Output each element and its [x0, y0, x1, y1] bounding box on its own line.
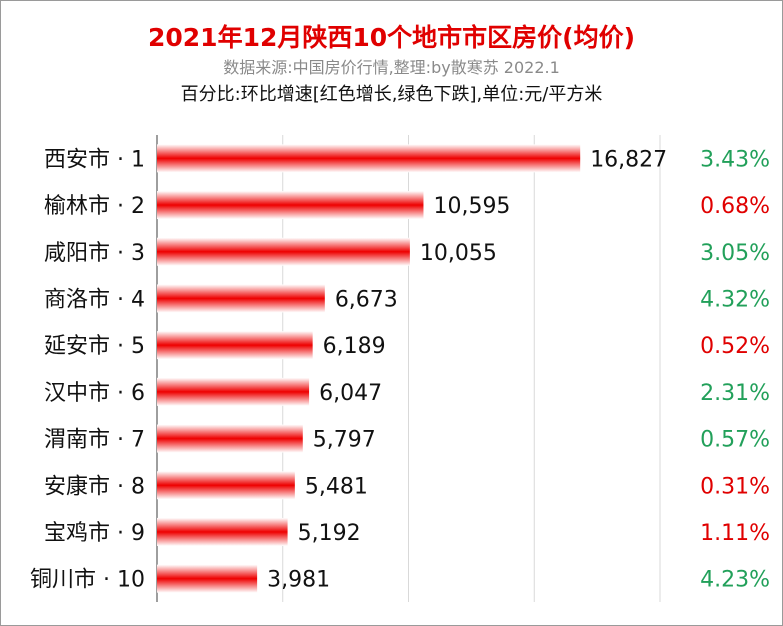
- chart-title: 2021年12月陕西10个地市市区房价(均价): [147, 23, 635, 52]
- change-label: 0.52%: [700, 334, 770, 359]
- value-label: 5,797: [313, 428, 376, 453]
- bar: [157, 564, 258, 593]
- labels: 西安市 · 1 16,827 3.43% 榆林市 · 2 10,595 0.68% 咸阳市 …: [30, 147, 770, 592]
- value-label: 3,981: [267, 568, 330, 593]
- category-label: 榆林市 · 2: [44, 194, 145, 219]
- change-label: 3.43%: [700, 147, 770, 172]
- value-label: 10,055: [420, 241, 497, 266]
- bar: [157, 424, 303, 453]
- bar: [157, 284, 325, 313]
- category-label: 咸阳市 · 3: [44, 241, 145, 266]
- category-label: 渭南市 · 7: [44, 428, 145, 453]
- change-label: 0.57%: [700, 428, 770, 453]
- bar: [157, 517, 288, 546]
- bar: [157, 471, 295, 500]
- change-label: 0.31%: [700, 474, 770, 499]
- chart-note: 百分比:环比增速[红色增长,绿色下跌],单位:元/平方米: [180, 84, 603, 105]
- category-label: 铜川市 · 10: [30, 568, 145, 593]
- bar: [157, 191, 424, 220]
- bar: [157, 377, 310, 406]
- change-label: 1.11%: [700, 521, 770, 546]
- value-label: 5,192: [298, 521, 361, 546]
- category-label: 宝鸡市 · 9: [44, 521, 145, 546]
- bar: [157, 331, 313, 360]
- category-label: 延安市 · 5: [44, 334, 145, 359]
- value-label: 6,673: [335, 287, 398, 312]
- change-label: 3.05%: [700, 241, 770, 266]
- value-label: 5,481: [305, 474, 368, 499]
- bars: [157, 144, 581, 593]
- category-label: 西安市 · 1: [44, 147, 145, 172]
- change-label: 0.68%: [700, 194, 770, 219]
- category-label: 商洛市 · 4: [44, 287, 145, 312]
- value-label: 6,047: [319, 381, 382, 406]
- category-label: 安康市 · 8: [44, 474, 145, 499]
- category-label: 汉中市 · 6: [44, 381, 145, 406]
- value-label: 16,827: [590, 147, 667, 172]
- change-label: 4.32%: [700, 287, 770, 312]
- change-label: 4.23%: [700, 568, 770, 593]
- bar: [157, 237, 410, 266]
- value-label: 6,189: [323, 334, 386, 359]
- chart-subtitle: 数据来源:中国房价行情,整理:by散寒苏 2022.1: [223, 58, 560, 77]
- value-label: 10,595: [433, 194, 510, 219]
- bar: [157, 144, 581, 173]
- change-label: 2.31%: [700, 381, 770, 406]
